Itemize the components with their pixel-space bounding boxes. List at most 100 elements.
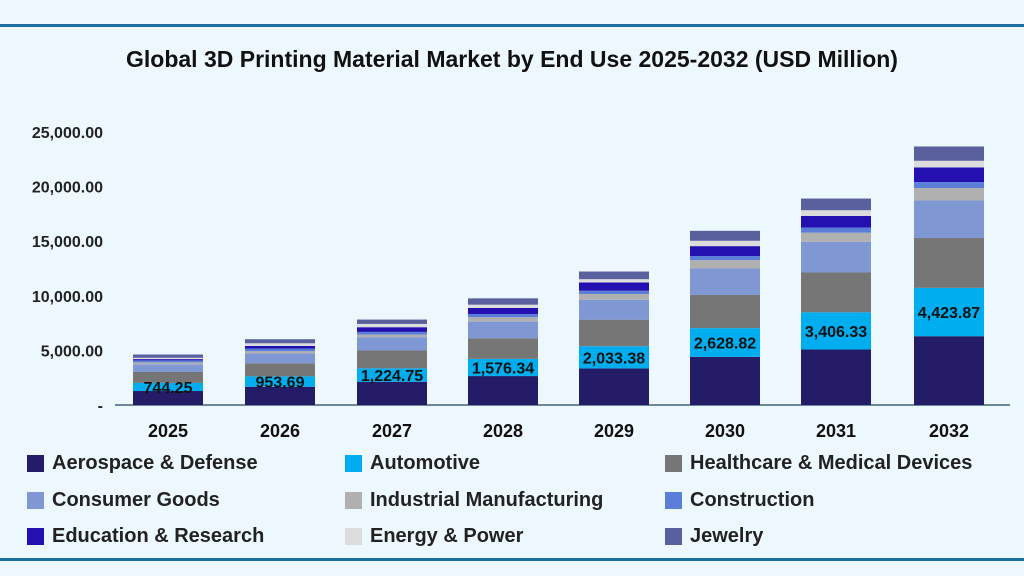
legend-item: Education & Research [27,525,264,548]
bar-segment [357,327,427,332]
bar-segment [801,349,871,405]
x-tick-label: 2032 [929,421,969,441]
bar-segment [468,298,538,305]
bar-segment [133,357,203,360]
top-rule [0,24,1024,27]
bar-segment [914,336,984,405]
x-tick-label: 2031 [816,421,856,441]
bar-segment [690,328,760,357]
bar-segment [690,240,760,247]
bar-segment [245,386,315,405]
data-label: 2,628.82 [694,335,756,352]
legend-label: Aerospace & Defense [52,452,258,474]
bar-segment [468,321,538,339]
bar-segment [579,346,649,369]
data-label: 1,576.34 [472,360,534,377]
bar-segment [245,345,315,349]
bar-segment [357,334,427,338]
bar-segment [801,227,871,233]
bar-segment [690,294,760,329]
bar-segment [133,360,203,363]
bar-segment [133,354,203,358]
bar-segment [133,391,203,405]
bar-segment [914,167,984,183]
x-tick-label: 2026 [260,421,300,441]
bar-segment [245,363,315,377]
bar-segment [357,323,427,328]
legend-swatch [27,455,44,472]
y-tick-label: 10,000.00 [32,289,103,306]
bar-segment [245,351,315,354]
bar-segment [579,271,649,280]
bar-segment [914,188,984,201]
legend-item: Jewelry [665,525,763,548]
bar-segment [357,350,427,369]
legend-label: Education & Research [52,525,265,547]
bar-segment [914,146,984,161]
y-tick-label: 15,000.00 [32,234,103,251]
bar-segment [468,358,538,377]
bar-segment [914,160,984,168]
legend-swatch [665,528,682,545]
bar-segment [133,359,203,361]
legend-label: Consumer Goods [52,489,220,511]
bar-segment [133,371,203,383]
legend-swatch [345,528,362,545]
data-label: 744.25 [144,380,193,397]
data-label: 2,033.38 [583,350,645,367]
bar-segment [579,294,649,300]
legend-swatch [665,492,682,509]
bar-segment [245,343,315,346]
x-tick-label: 2027 [372,421,412,441]
bar-segment [801,210,871,216]
bar-segment [690,230,760,241]
bar-segment [357,381,427,405]
legend-item: Energy & Power [345,525,523,548]
legend-label: Industrial Manufacturing [370,489,604,511]
legend-swatch [27,492,44,509]
bar-segment [914,200,984,238]
bar-segment [133,364,203,372]
bar-segment [690,356,760,405]
bar-segment [357,337,427,351]
y-tick-label: 5,000.00 [41,343,103,360]
bar-segment [468,338,538,359]
x-tick-label: 2030 [705,421,745,441]
legend-swatch [665,455,682,472]
legend-item: Construction [665,489,814,512]
bar-segment [801,198,871,211]
data-label: 953.69 [256,375,305,392]
bar-segment [579,279,649,283]
legend-item: Automotive [345,452,480,475]
data-label: 3,406.33 [805,324,867,341]
bar-segment [133,362,203,365]
x-tick-label: 2028 [483,421,523,441]
y-tick-label: 25,000.00 [32,125,103,142]
legend-item: Aerospace & Defense [27,452,258,475]
data-label: 4,423.87 [918,305,980,322]
bar-segment [579,299,649,320]
bar-segment [133,382,203,392]
bar-segment [690,260,760,269]
bar-segment [690,246,760,257]
bar-segment [801,241,871,273]
legend-item: Healthcare & Medical Devices [665,452,972,475]
bar-segment [579,368,649,405]
bar-segment [245,376,315,387]
bar-segment [579,282,649,291]
bar-segment [468,304,538,308]
legend-item: Consumer Goods [27,489,220,512]
bar-segment [245,339,315,344]
bar-segment [914,182,984,189]
legend-label: Construction [690,489,815,511]
bar-segment [801,215,871,228]
bar-segment [690,268,760,295]
legend-label: Jewelry [690,525,764,547]
bar-segment [245,353,315,364]
bar-segment [468,307,538,314]
x-tick-label: 2029 [594,421,634,441]
y-tick-label: - [98,398,103,415]
bar-segment [801,272,871,313]
bottom-rule [0,558,1024,561]
